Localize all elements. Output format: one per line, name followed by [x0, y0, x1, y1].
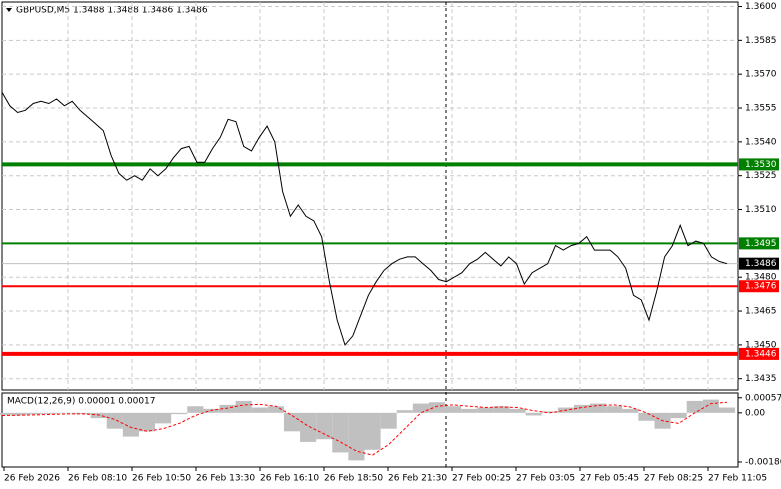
macd-bar — [90, 412, 107, 419]
current-price-label: 1.3486 — [745, 259, 777, 269]
macd-bar — [622, 408, 639, 413]
level-label: 1.3476 — [745, 282, 777, 292]
y-tick-label: 1.3585 — [745, 36, 777, 46]
x-tick-label: 26 Feb 2026 — [4, 474, 60, 484]
macd-bar — [106, 412, 123, 429]
macd-bar — [380, 412, 397, 429]
y-tick-label: 1.3600 — [745, 2, 777, 12]
y-tick-label: 1.3465 — [745, 307, 777, 317]
y-tick-label: 1.3510 — [745, 205, 777, 215]
macd-bar — [606, 406, 623, 413]
macd-y-tick-label: 0.00057 — [745, 393, 781, 403]
x-tick-label: 27 Feb 11:05 — [708, 474, 767, 484]
level-label-box — [739, 237, 779, 250]
y-tick-label: 1.3435 — [745, 374, 777, 384]
macd-bar — [267, 406, 284, 413]
macd-bar — [493, 406, 510, 413]
y-tick-label: 1.3450 — [745, 340, 777, 350]
macd-bar — [155, 412, 172, 424]
macd-bar — [638, 412, 655, 421]
macd-bar — [461, 408, 478, 413]
y-tick-label: 1.3540 — [745, 137, 777, 147]
macd-bar — [477, 407, 494, 413]
macd-bar — [541, 411, 558, 413]
current-price-box — [739, 257, 779, 270]
macd-bar — [702, 399, 719, 413]
macd-y-tick-label: -0.00186 — [745, 457, 781, 467]
price-line — [1, 91, 728, 346]
x-tick-label: 27 Feb 00:25 — [452, 474, 511, 484]
level-label: 1.3446 — [745, 349, 777, 359]
macd-bar — [187, 406, 204, 413]
macd-bar — [412, 403, 429, 413]
macd-bar — [300, 412, 317, 442]
macd-bar — [42, 412, 59, 414]
macd-bar — [445, 406, 462, 413]
level-label-box — [739, 280, 779, 293]
macd-bar — [348, 412, 365, 461]
x-tick-label: 26 Feb 18:50 — [324, 474, 383, 484]
macd-bar — [718, 407, 736, 413]
macd-bar — [525, 412, 542, 416]
macd-bar — [138, 412, 156, 432]
macd-bar — [26, 412, 43, 415]
macd-bar — [58, 412, 75, 414]
macd-y-tick-label: 0.00 — [745, 408, 765, 418]
macd-bar — [283, 412, 301, 432]
macd-bar — [10, 412, 27, 416]
macd-bar — [171, 412, 188, 415]
y-tick-label: 1.3525 — [745, 171, 777, 181]
x-tick-label: 26 Feb 10:50 — [132, 474, 191, 484]
y-tick-label: 1.3570 — [745, 70, 777, 80]
macd-bar — [235, 400, 252, 413]
x-tick-label: 26 Feb 21:30 — [388, 474, 447, 484]
x-tick-label: 27 Feb 05:45 — [580, 474, 639, 484]
macd-title: MACD(12,26,9) 0.00001 0.00017 — [7, 397, 156, 407]
x-tick-label: 26 Feb 16:10 — [260, 474, 319, 484]
level-label: 1.3495 — [745, 239, 777, 249]
macd-bar — [670, 412, 687, 419]
y-tick-label: 1.3555 — [745, 104, 777, 114]
price-panel — [1, 1, 739, 391]
macd-bar — [573, 404, 591, 413]
chart-title: GBPUSD,M5 1.3488 1.3488 1.3486 1.3486 — [16, 6, 208, 16]
macd-bar — [332, 412, 349, 453]
macd-bar — [251, 407, 268, 413]
macd-bar — [590, 403, 607, 413]
macd-bar — [364, 412, 381, 450]
macd-bar — [396, 410, 413, 413]
dropdown-arrow — [6, 8, 12, 12]
x-tick-label: 27 Feb 03:05 — [516, 474, 575, 484]
macd-bar — [509, 408, 526, 413]
macd-bar — [0, 412, 11, 415]
level-label-box — [739, 158, 779, 171]
macd-bar — [203, 408, 220, 413]
macd-bar — [122, 412, 139, 437]
x-tick-label: 26 Feb 13:30 — [196, 474, 255, 484]
macd-bar — [219, 404, 236, 413]
level-label-box — [739, 347, 779, 360]
macd-bar — [316, 412, 333, 440]
level-label: 1.3530 — [745, 160, 777, 170]
x-tick-label: 27 Feb 08:25 — [644, 474, 703, 484]
y-tick-label: 1.3480 — [745, 273, 777, 283]
macd-bar — [428, 402, 446, 413]
x-tick-label: 26 Feb 08:10 — [68, 474, 127, 484]
macd-signal — [1, 401, 728, 456]
macd-bar — [686, 400, 703, 413]
